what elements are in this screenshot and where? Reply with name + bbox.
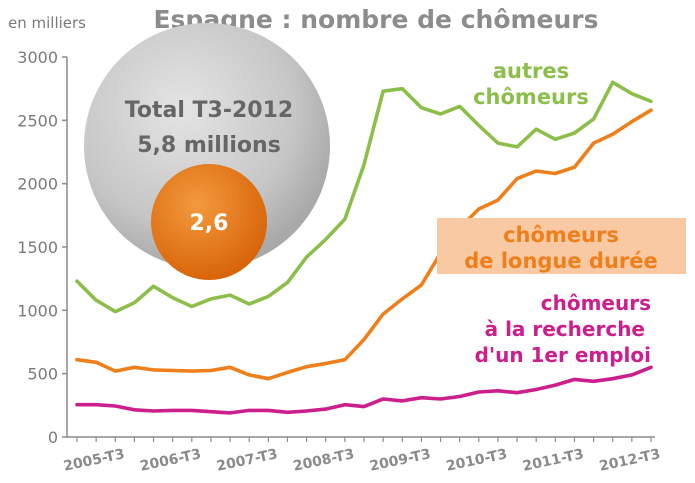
bubble-inner-value: 2,6 bbox=[190, 211, 229, 236]
y-tick-label: 2500 bbox=[17, 111, 58, 130]
series-lines bbox=[75, 80, 653, 415]
label-autres-2: chômeurs bbox=[473, 85, 589, 109]
x-axis-ticks: 2005-T3 2006-T3 2007-T3 2008-T3 2009-T3 2010-… bbox=[62, 437, 662, 475]
x-tick-label: 2012-T3 bbox=[598, 446, 662, 475]
series-line-premier bbox=[75, 365, 653, 415]
label-premier-2: à la recherche bbox=[485, 317, 645, 341]
x-tick-label: 2005-T3 bbox=[62, 446, 126, 475]
y-tick-label: 2000 bbox=[17, 175, 58, 194]
bubble-line1: Total T3-2012 bbox=[125, 98, 293, 123]
y-tick-label: 0 bbox=[48, 428, 58, 447]
longue-duree-bubble bbox=[151, 164, 267, 280]
bubble-line2: 5,8 millions bbox=[137, 133, 281, 158]
x-tick-label: 2010-T3 bbox=[445, 446, 509, 475]
label-longue-1: chômeurs bbox=[503, 223, 619, 247]
x-tick-label: 2008-T3 bbox=[292, 446, 356, 475]
y-tick-label: 1000 bbox=[17, 301, 58, 320]
label-autres-1: autres bbox=[493, 59, 569, 83]
label-longue-box bbox=[437, 218, 686, 274]
x-tick-label: 2009-T3 bbox=[368, 446, 432, 475]
label-premier-1: chômeurs bbox=[541, 291, 651, 315]
series-line-longue bbox=[75, 108, 653, 381]
x-tick-label: 2007-T3 bbox=[215, 446, 279, 475]
y-tick-label: 500 bbox=[27, 365, 58, 384]
y-tick-label: 3000 bbox=[17, 48, 58, 67]
y-tick-label: 1500 bbox=[17, 238, 58, 257]
x-tick-label: 2006-T3 bbox=[139, 446, 203, 475]
unit-label: en milliers bbox=[8, 14, 86, 32]
y-axis-ticks: 0 500 1000 1500 2000 2500 3000 bbox=[17, 48, 67, 447]
series-line-autres bbox=[75, 80, 653, 314]
label-longue-2: de longue durée bbox=[464, 249, 658, 273]
x-tick-label: 2011-T3 bbox=[521, 446, 585, 475]
label-premier-3: d'un 1er emploi bbox=[475, 343, 651, 367]
total-bubble bbox=[84, 23, 330, 269]
